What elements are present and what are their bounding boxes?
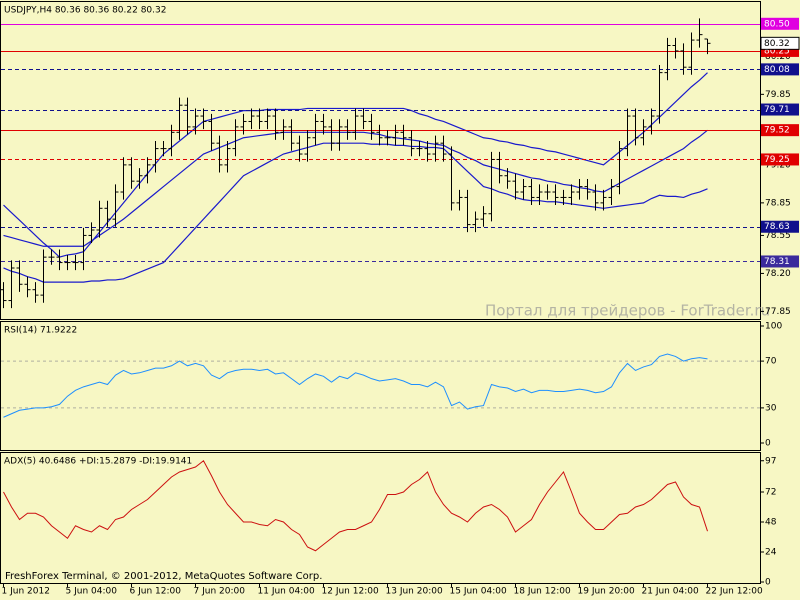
panel-title: RSI(14) 71.9222 [4, 326, 77, 336]
x-tick-label: 22 Jun 12:00 [706, 587, 763, 597]
y-tick-label: 72 [765, 488, 776, 498]
y-tick-label: 78.55 [765, 231, 791, 241]
y-tick-label: 97 [765, 456, 776, 466]
y-tick-label: 77.85 [765, 307, 791, 317]
panel [0, 1, 761, 320]
indicator-line [3, 459, 708, 552]
price-box [760, 36, 800, 50]
x-tick-label: 11 Jun 04:00 [258, 587, 315, 597]
x-tick-label: 5 Jun 04:00 [66, 587, 118, 597]
x-tick-label: 13 Jun 20:00 [386, 587, 443, 597]
level-box [761, 220, 799, 233]
y-tick-label: 30 [765, 403, 777, 413]
level-label: 78.31 [764, 257, 790, 267]
x-tick-label: 6 Jun 12:00 [130, 587, 182, 597]
level-label: 79.52 [764, 126, 790, 136]
x-tick-label: 12 Jun 12:00 [322, 587, 379, 597]
y-tick-label: 100 [765, 322, 782, 332]
x-tick-label: 21 Jun 04:00 [642, 587, 699, 597]
panel-title: USDJPY,H4 80.36 80.36 80.22 80.32 [4, 6, 166, 16]
level-box [761, 124, 799, 137]
band-line [3, 142, 708, 283]
y-tick-label: 0 [765, 439, 771, 449]
level-label: 78.63 [764, 222, 790, 232]
level-label: 79.71 [764, 105, 790, 115]
level-box [761, 17, 799, 30]
copyright: FreshForex Terminal, © 2001-2012, MetaQu… [5, 571, 322, 582]
level-box [761, 255, 799, 268]
y-tick-label: 79.85 [765, 90, 791, 100]
watermark: Портал для трейдеров - ForTrader.ru [485, 302, 770, 320]
panel-title: ADX(5) 40.6486 +DI:15.2879 -DI:19.9141 [4, 457, 192, 467]
level-box [761, 103, 799, 116]
level-label: 79.25 [764, 155, 790, 165]
x-tick-label: 18 Jun 12:00 [514, 587, 571, 597]
level-label: 80.50 [764, 19, 790, 29]
x-tick-label: 7 Jun 20:00 [194, 587, 246, 597]
x-tick-label: 19 Jun 20:00 [578, 587, 635, 597]
y-tick-label: 78.20 [765, 269, 791, 279]
level-label: 80.08 [764, 65, 790, 75]
indicator-line [3, 353, 708, 418]
level-box [761, 63, 799, 76]
panel [0, 321, 761, 451]
level-box [761, 153, 799, 166]
y-tick-label: 0 [765, 578, 771, 588]
x-tick-label: 15 Jun 04:00 [450, 587, 507, 597]
y-tick-label: 70 [765, 357, 777, 367]
y-tick-label: 24 [765, 548, 777, 558]
panel [0, 452, 761, 584]
y-tick-label: 78.85 [765, 198, 791, 208]
current-price: 80.32 [764, 39, 790, 49]
level-label: 80.25 [764, 46, 790, 56]
y-tick-label: 48 [765, 518, 777, 528]
x-tick-label: 1 Jun 2012 [2, 587, 50, 597]
